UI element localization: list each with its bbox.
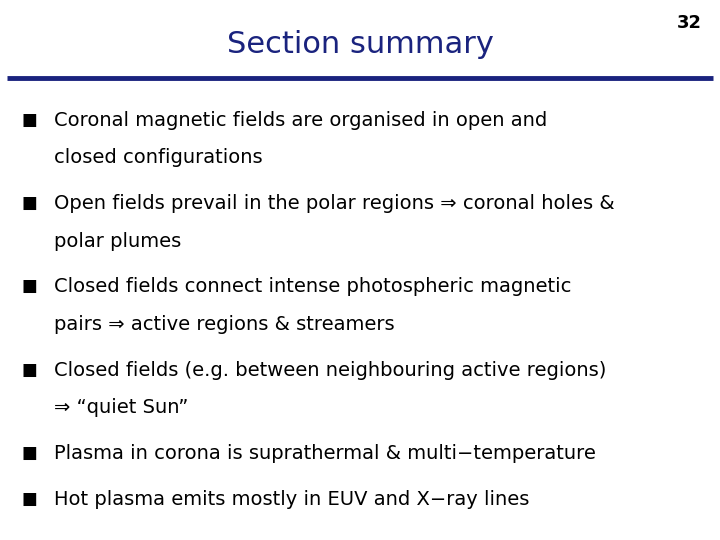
- Text: Coronal magnetic fields are organised in open and: Coronal magnetic fields are organised in…: [54, 111, 547, 130]
- Text: ■: ■: [22, 111, 37, 129]
- Text: ■: ■: [22, 490, 37, 508]
- Text: Hot plasma emits mostly in EUV and X−ray lines: Hot plasma emits mostly in EUV and X−ray…: [54, 490, 529, 509]
- Text: ■: ■: [22, 444, 37, 462]
- Text: ■: ■: [22, 361, 37, 379]
- Text: ⇒ “quiet Sun”: ⇒ “quiet Sun”: [54, 399, 189, 417]
- Text: ■: ■: [22, 194, 37, 212]
- Text: closed configurations: closed configurations: [54, 148, 263, 167]
- Text: Open fields prevail in the polar regions ⇒ coronal holes &: Open fields prevail in the polar regions…: [54, 194, 615, 213]
- Text: polar plumes: polar plumes: [54, 232, 181, 251]
- Text: 32: 32: [677, 14, 702, 31]
- Text: Closed fields connect intense photospheric magnetic: Closed fields connect intense photospher…: [54, 278, 572, 296]
- Text: Section summary: Section summary: [227, 30, 493, 59]
- Text: Plasma in corona is suprathermal & multi−temperature: Plasma in corona is suprathermal & multi…: [54, 444, 596, 463]
- Text: Closed fields (e.g. between neighbouring active regions): Closed fields (e.g. between neighbouring…: [54, 361, 606, 380]
- Text: pairs ⇒ active regions & streamers: pairs ⇒ active regions & streamers: [54, 315, 395, 334]
- Text: ■: ■: [22, 278, 37, 295]
